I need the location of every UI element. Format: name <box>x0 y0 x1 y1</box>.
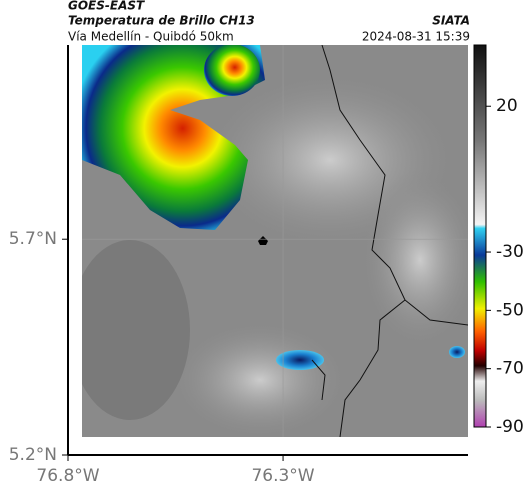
subtitle: Vía Medellín - Quibdó 50km <box>68 30 234 44</box>
location-marker <box>258 236 268 245</box>
lat-label: 5.2°N <box>9 445 57 465</box>
colorbar-label: -70 <box>496 359 524 379</box>
lon-label: 76.8°W <box>36 466 99 486</box>
satellite-image <box>82 45 468 437</box>
colorbar-label: -30 <box>496 242 524 262</box>
lat-label: 5.7°N <box>9 229 57 249</box>
colorbar-label: -50 <box>496 300 524 320</box>
colorbar-label: -90 <box>496 417 524 437</box>
source: SIATA <box>432 14 470 28</box>
colorbar-label: 20 <box>496 96 518 116</box>
map-axes <box>67 45 468 456</box>
datetime: 2024-08-31 15:39 <box>362 30 470 44</box>
title: Temperatura de Brillo CH13 <box>68 14 255 28</box>
product: GOES-EAST <box>68 0 145 13</box>
lon-label: 76.3°W <box>251 466 314 486</box>
colorbar <box>473 44 487 428</box>
